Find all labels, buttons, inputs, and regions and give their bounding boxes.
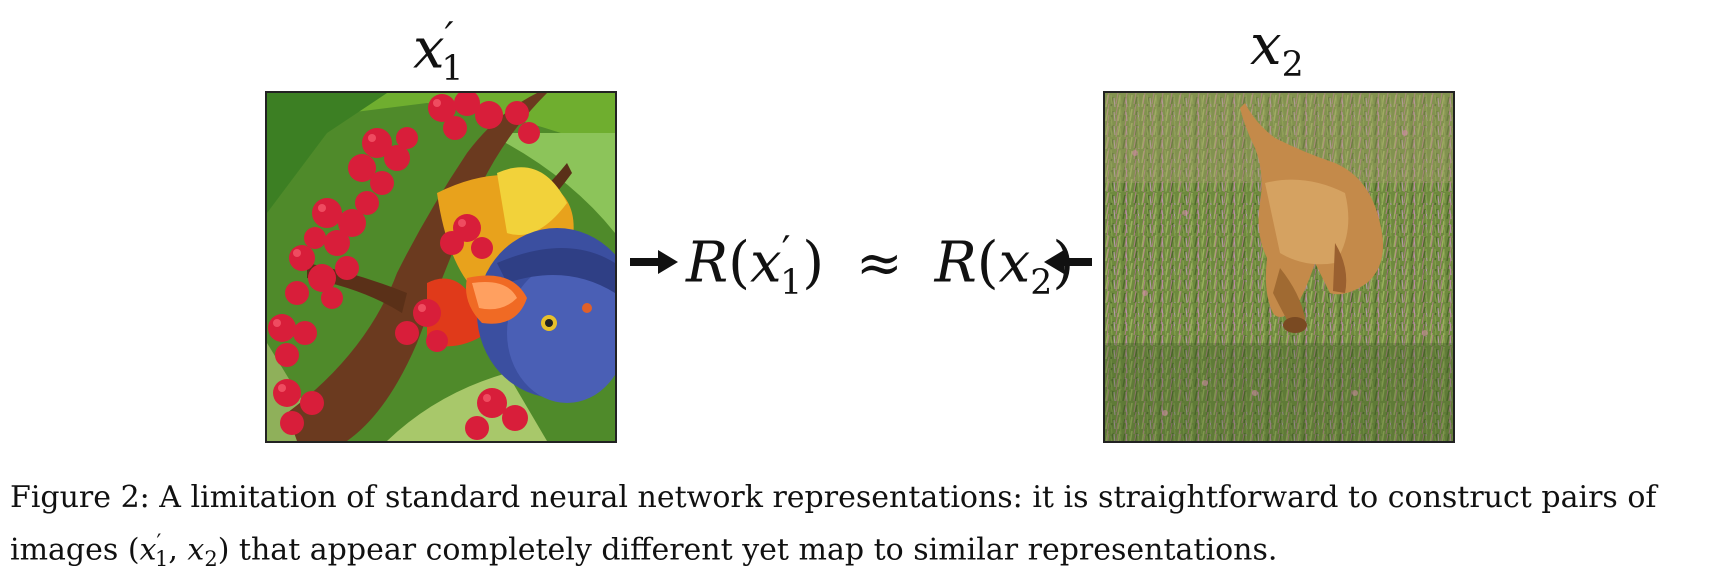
caption-sep: , — [168, 532, 188, 568]
left-label-sub: 1 — [441, 48, 464, 89]
caption-prefix: Figure 2: A limitation of standard neura… — [10, 480, 1657, 568]
right-image-dog-grass — [1103, 91, 1455, 443]
caption-var1-sub: 1 — [154, 546, 169, 571]
eq-lhs-prime: ′ — [781, 229, 791, 274]
dog-grass-illustration — [1105, 93, 1453, 441]
right-image-label: x2 — [1250, 18, 1304, 83]
eq-rhs-sub: 2 — [1030, 262, 1053, 303]
caption-var2: x — [187, 532, 205, 568]
eq-approx-symbol: ≈ — [855, 230, 903, 296]
arrow-right-icon — [630, 250, 678, 274]
right-label-var: x — [1250, 13, 1282, 78]
representation-equation: R(x′1) ≈ R(x2) — [686, 229, 1074, 303]
arrow-left-icon — [1044, 250, 1092, 274]
eq-lhs-var: x — [750, 230, 782, 296]
left-label-var: x — [413, 16, 445, 82]
caption-var2-sub: 2 — [204, 546, 218, 571]
caption-var1: x — [139, 532, 157, 568]
caption-var1-prime: ′ — [156, 530, 162, 554]
left-image-bird-berries — [265, 91, 617, 443]
eq-lhs-fn: R — [686, 230, 729, 296]
right-label-sub: 2 — [1281, 45, 1304, 86]
left-image-label: x′1 — [413, 18, 463, 86]
bird-berries-illustration — [267, 93, 615, 441]
caption-suffix: ) that appear completely different yet m… — [217, 532, 1278, 568]
left-label-prime: ′ — [444, 15, 454, 60]
figure-caption: Figure 2: A limitation of standard neura… — [10, 476, 1715, 581]
eq-lhs-sub: 1 — [780, 262, 803, 303]
eq-rhs-fn: R — [934, 230, 977, 296]
eq-rhs-var: x — [998, 230, 1031, 296]
